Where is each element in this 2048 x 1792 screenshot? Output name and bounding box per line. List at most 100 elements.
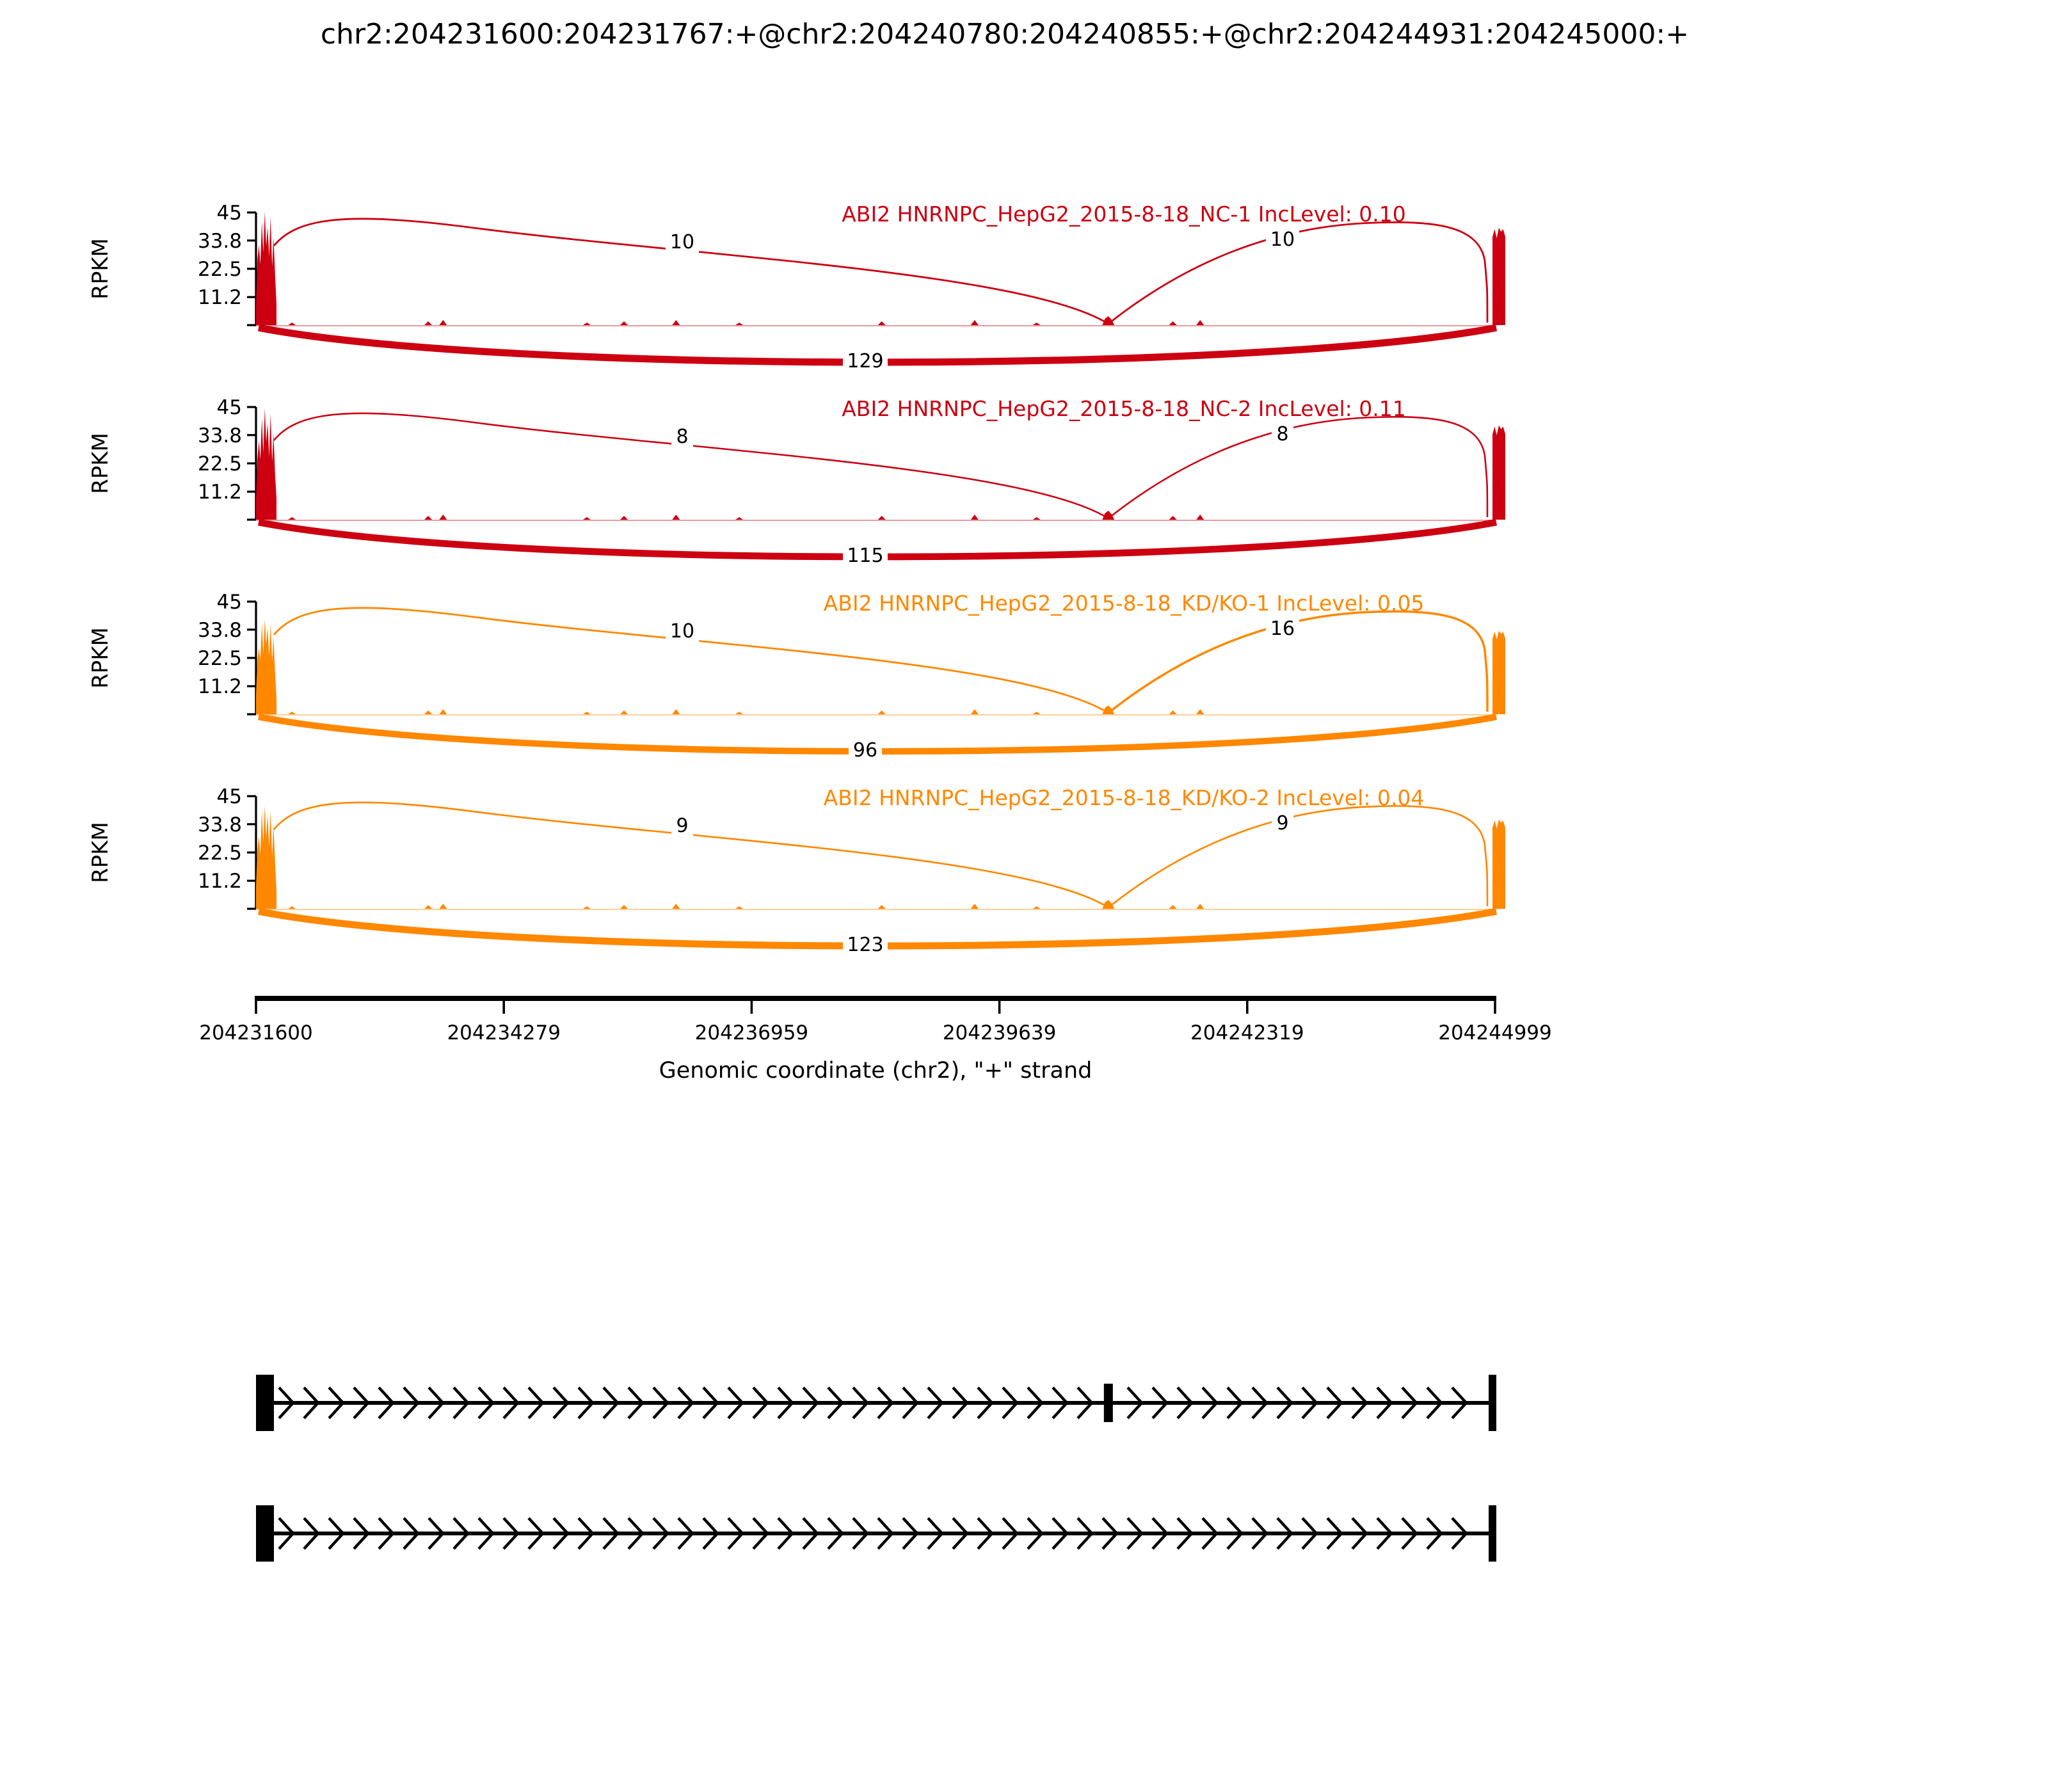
coverage-noise-bump (620, 321, 628, 325)
junction-count-upstream: 10 (670, 620, 694, 643)
x-tick-label: 204244999 (1438, 1021, 1552, 1044)
junction-count-upstream: 8 (676, 426, 688, 448)
strand-arrow-icon (952, 1517, 969, 1550)
coverage-noise-bump (735, 712, 744, 714)
junction-count-downstream-bg (1272, 424, 1293, 445)
strand-arrow-icon (1426, 1386, 1443, 1420)
sashimi-track-1: 45 33.8 22.5 11.2 RPKM ABI2 HNRNPC_HepG2_2015… (88, 202, 1505, 372)
coverage-noise-bump (877, 321, 886, 325)
coverage-downstream-exon (1492, 630, 1505, 714)
strand-arrow-icon (527, 1517, 545, 1550)
strand-arrow-icon (1027, 1386, 1044, 1420)
junction-count-upstream: 10 (670, 231, 694, 253)
strand-arrow-icon (577, 1517, 595, 1550)
strand-arrow-icon (1027, 1517, 1044, 1550)
strand-arrow-icon (777, 1386, 794, 1420)
strand-arrow-icon (1101, 1517, 1119, 1550)
coverage-noise-bump (439, 515, 447, 520)
junction-count-upstream: 9 (676, 815, 688, 837)
junction-count-downstream: 8 (1276, 423, 1288, 445)
strand-arrow-icon (1126, 1386, 1144, 1420)
x-tick-label: 204234279 (447, 1021, 561, 1044)
coverage-noise-bump (1032, 712, 1041, 714)
strand-arrow-icon (1176, 1517, 1194, 1550)
figure-title: chr2:204231600:204231767:+@chr2:20424078… (321, 18, 1689, 51)
coverage-upstream-exon (256, 619, 276, 714)
y-axis-title: RPKM (88, 433, 113, 494)
coverage-noise-bump (582, 712, 591, 714)
strand-arrow-icon (1301, 1386, 1318, 1420)
coverage-downstream-exon (1492, 819, 1505, 909)
coverage-downstream-exon (1492, 425, 1505, 520)
y-axis-title: RPKM (88, 822, 113, 883)
strand-arrow-icon (802, 1386, 819, 1420)
strand-arrow-icon (1226, 1517, 1244, 1550)
coverage-noise-bump (672, 904, 680, 909)
junction-count-upstream-bg (671, 815, 693, 837)
strand-arrow-icon (527, 1386, 545, 1420)
strand-arrow-icon (927, 1517, 944, 1550)
sashimi-track-2: 45 33.8 22.5 11.2 RPKM ABI2 HNRNPC_HepG2_2015… (88, 396, 1505, 567)
y-tick-label: 11.2 (198, 481, 242, 504)
strand-arrow-icon (902, 1517, 919, 1550)
x-tick-label: 204242319 (1190, 1021, 1304, 1044)
strand-arrow-icon (652, 1517, 669, 1550)
strand-arrow-icon (1451, 1517, 1468, 1550)
strand-arrow-icon (477, 1386, 495, 1420)
y-tick-label: 33.8 (198, 619, 242, 642)
coverage-noise-bump (1169, 321, 1177, 325)
strand-arrow-icon (602, 1386, 620, 1420)
strand-arrow-icon (902, 1386, 919, 1420)
coverage-noise-bump (1169, 905, 1177, 909)
y-tick-label: 45 (217, 785, 242, 808)
y-tick-label: 45 (217, 591, 242, 614)
coverage-noise-bump (288, 517, 296, 520)
strand-arrow-icon (502, 1386, 520, 1420)
track-title: ABI2 HNRNPC_HepG2_2015-8-18_KD/KO-1 IncL… (824, 591, 1425, 616)
junction-arc-downstream-inclusion (1107, 610, 1489, 714)
strand-arrow-icon (278, 1386, 295, 1420)
coverage-noise-bump (620, 710, 628, 714)
y-tick-label: 11.2 (198, 870, 242, 893)
strand-arrow-icon (1151, 1386, 1169, 1420)
coverage-noise-bump (288, 712, 296, 714)
coverage-noise-bump (1196, 515, 1204, 520)
junction-count-skipping-bg (849, 740, 882, 762)
strand-arrow-icon (627, 1517, 644, 1550)
strand-arrow-icon (502, 1517, 520, 1550)
track-title: ABI2 HNRNPC_HepG2_2015-8-18_NC-1 IncLeve… (842, 202, 1406, 227)
strand-arrow-icon (303, 1386, 320, 1420)
strand-arrow-icon (777, 1517, 794, 1550)
strand-arrow-icon (727, 1386, 744, 1420)
strand-arrow-icon (452, 1386, 470, 1420)
y-tick-label: 45 (217, 396, 242, 419)
exon-alternative (1103, 1384, 1113, 1422)
junction-arc-downstream-inclusion (1107, 221, 1489, 325)
strand-arrow-icon (1002, 1386, 1019, 1420)
strand-arrow-icon (1376, 1517, 1393, 1550)
strand-arrow-icon (752, 1386, 769, 1420)
junction-count-downstream-bg (1266, 229, 1299, 251)
y-tick-label: 33.8 (198, 230, 242, 253)
coverage-upstream-exon (256, 408, 276, 520)
exon-upstream (256, 1375, 274, 1431)
coverage-noise-bump (424, 710, 433, 714)
coverage-noise-bump (288, 906, 296, 909)
y-tick-label: 22.5 (198, 647, 242, 670)
coverage-noise-bump (424, 905, 433, 909)
strand-arrow-icon (1052, 1386, 1069, 1420)
junction-count-skipping: 123 (847, 934, 883, 956)
strand-arrow-icon (1076, 1517, 1094, 1550)
strand-arrow-icon (1176, 1386, 1194, 1420)
junction-count-skipping-bg (843, 934, 888, 956)
exon-downstream (1489, 1505, 1496, 1562)
junction-count-downstream: 10 (1270, 228, 1295, 251)
coverage-noise-bump (424, 321, 433, 325)
junction-count-downstream-bg (1272, 813, 1293, 835)
junction-arc-downstream-inclusion (1108, 416, 1489, 520)
coverage-upstream-exon (256, 806, 276, 909)
strand-arrow-icon (328, 1517, 345, 1550)
y-tick-label: 33.8 (198, 424, 242, 447)
strand-arrow-icon (1326, 1386, 1343, 1420)
junction-count-skipping: 129 (847, 350, 883, 372)
